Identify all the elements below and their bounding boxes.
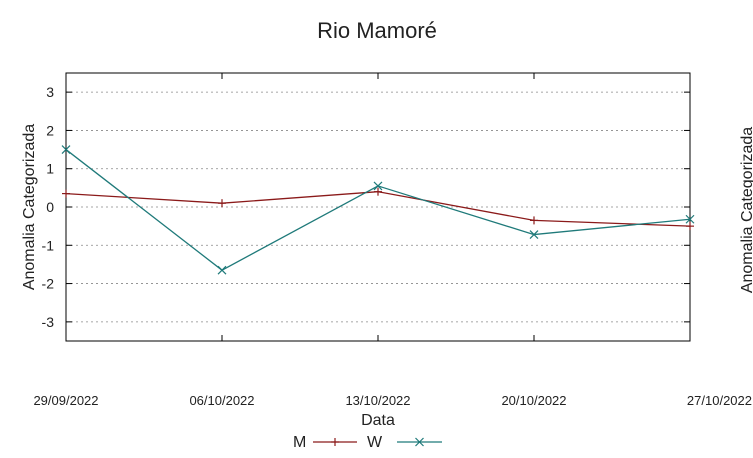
y-axis-label: Anomalia Categorizada	[21, 124, 38, 290]
series-w	[61, 145, 695, 275]
y-tick-label: 0	[46, 199, 54, 215]
series-m-point	[530, 216, 538, 225]
legend-marker-m	[331, 438, 339, 446]
y-tick-label: -3	[42, 314, 55, 330]
series-w-point	[217, 265, 227, 275]
y-tick-label: 1	[46, 161, 54, 177]
series-m	[62, 187, 694, 231]
y-tick-label: -2	[42, 276, 55, 292]
x-tick-label: 27/10/2022	[687, 393, 752, 408]
grid	[66, 91, 690, 323]
x-tick-label: 06/10/2022	[189, 393, 254, 408]
series-layer	[61, 145, 695, 275]
series-m-point	[218, 199, 226, 208]
y-axis: 3 2 1 0 -1 -2 -3	[42, 84, 690, 330]
series-w-point	[61, 145, 71, 154]
x-tick-label: 20/10/2022	[501, 393, 566, 408]
x-tick-label: 13/10/2022	[345, 393, 410, 408]
y-tick-label: -1	[42, 237, 55, 253]
series-m-point	[686, 222, 694, 231]
series-m-point	[374, 187, 382, 196]
legend-marker-w	[415, 437, 424, 447]
legend-label-m: M	[293, 434, 306, 451]
y-axis-label-secondary: Anomalia Categorizada	[739, 127, 753, 293]
chart-title: Rio Mamoré	[317, 18, 437, 43]
series-m-line	[65, 191, 691, 227]
series-w-line	[65, 149, 691, 271]
series-m-point	[62, 189, 70, 198]
x-axis-label: Data	[361, 412, 395, 429]
series-w-point	[529, 230, 539, 239]
series-w-point	[685, 214, 695, 224]
y-tick-label: 3	[46, 84, 54, 100]
legend-label-w: W	[367, 434, 383, 451]
x-tick-label: 29/09/2022	[33, 393, 98, 408]
y-tick-label: 2	[46, 122, 54, 138]
x-axis: 29/09/2022 06/10/2022 13/10/2022 20/10/2022…	[33, 73, 752, 408]
series-w-point	[373, 181, 383, 191]
